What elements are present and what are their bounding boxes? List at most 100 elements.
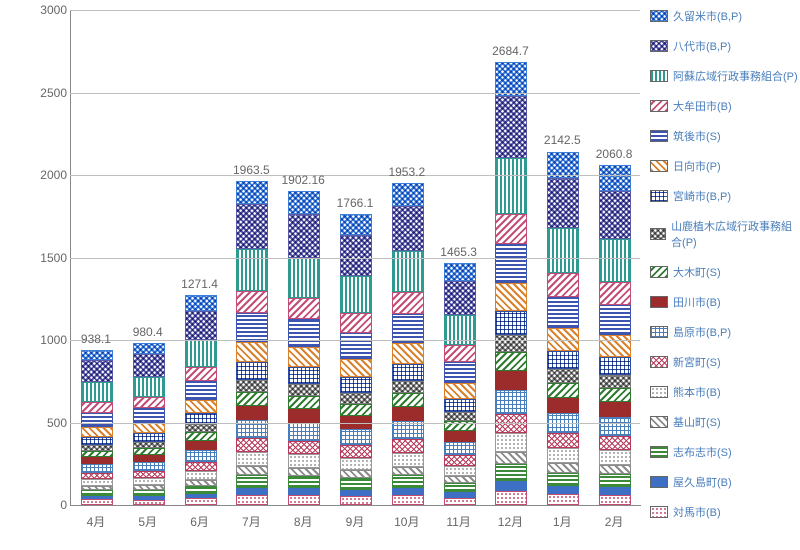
bar-segment	[133, 500, 165, 505]
legend-item: 大木町(S)	[650, 264, 800, 280]
bar-segment	[185, 480, 217, 486]
bar-segment	[547, 398, 579, 413]
bar-segment	[547, 494, 579, 505]
y-tick-label: 500	[47, 416, 67, 430]
bar-segment	[288, 384, 320, 396]
bar-segment	[133, 496, 165, 500]
legend-item: 志布志市(S)	[650, 444, 800, 460]
bar-segment	[81, 382, 113, 402]
gridline	[70, 10, 640, 11]
bar-segment	[288, 319, 320, 347]
legend-item: 対馬市(B)	[650, 504, 800, 520]
bar-segment	[392, 407, 424, 421]
legend-item: 屋久島町(B)	[650, 474, 800, 490]
bar-segment	[185, 471, 217, 480]
legend-label: 島原市(B,P)	[673, 324, 731, 340]
bar-segment	[495, 214, 527, 244]
gridline	[70, 423, 640, 424]
bar-segment	[444, 263, 476, 281]
bar-segment	[185, 498, 217, 505]
legend-item: 筑後市(S)	[650, 128, 800, 144]
bar-segment	[340, 470, 372, 478]
bar-segment	[599, 450, 631, 465]
bar-segment	[185, 295, 217, 311]
bar-segment	[288, 298, 320, 320]
bar-segment	[340, 404, 372, 417]
bar-segment	[185, 311, 217, 340]
bar-segment	[236, 406, 268, 420]
legend-swatch	[650, 296, 668, 308]
bar-segment	[340, 214, 372, 235]
bar-segment	[495, 390, 527, 415]
legend-swatch	[650, 446, 668, 458]
legend-item: 島原市(B,P)	[650, 324, 800, 340]
bar-segment	[340, 429, 372, 445]
bar-segment	[340, 445, 372, 458]
bar-total-label: 2142.5	[544, 133, 581, 147]
legend-label: 日向市(P)	[673, 158, 721, 174]
bar-segment	[495, 452, 527, 464]
bar	[547, 152, 579, 506]
x-tick-label: 2月	[605, 513, 624, 530]
bar-segment	[495, 352, 527, 371]
bar-segment	[133, 448, 165, 455]
bar-segment	[236, 452, 268, 466]
bar-total-label: 938.1	[81, 332, 111, 346]
bar-segment	[340, 393, 372, 404]
legend-swatch	[650, 70, 668, 82]
bar-segment	[185, 367, 217, 382]
bar-segment	[444, 399, 476, 412]
legend-swatch	[650, 228, 666, 240]
bar	[236, 181, 268, 505]
x-tick-label: 7月	[242, 513, 261, 530]
bar-total-label: 2684.7	[492, 44, 529, 58]
legend-swatch	[650, 100, 668, 112]
bar-segment	[599, 474, 631, 487]
legend-item: 日向市(P)	[650, 158, 800, 174]
bar-segment	[81, 437, 113, 445]
legend-item: 久留米市(B,P)	[650, 8, 800, 24]
bar-segment	[288, 468, 320, 477]
bar-segment	[392, 475, 424, 487]
gridline	[70, 93, 640, 94]
bar	[495, 62, 527, 505]
bar-segment	[444, 455, 476, 465]
x-tick-label: 5月	[138, 513, 157, 530]
bar-segment	[288, 441, 320, 455]
bar-segment	[599, 487, 631, 495]
legend-label: 久留米市(B,P)	[673, 8, 742, 24]
bar-segment	[236, 438, 268, 452]
bar-segment	[444, 362, 476, 383]
x-tick-label: 12月	[498, 513, 523, 530]
bar-segment	[236, 204, 268, 249]
bar-segment	[185, 340, 217, 366]
bar-segment	[133, 442, 165, 448]
bar-segment	[495, 464, 527, 481]
bar-segment	[81, 413, 113, 427]
bar-segment	[340, 276, 372, 313]
bar-segment	[81, 360, 113, 382]
bar-segment	[547, 486, 579, 494]
x-tick-label: 11月	[446, 513, 470, 530]
bar-segment	[392, 292, 424, 314]
bar-segment	[392, 364, 424, 381]
y-tick-label: 2000	[40, 168, 67, 182]
bar-segment	[444, 383, 476, 398]
bar-segment	[392, 381, 424, 393]
bar-segment	[599, 465, 631, 474]
bar-segment	[236, 362, 268, 379]
x-tick-label: 1月	[553, 513, 572, 530]
bar	[81, 350, 113, 505]
y-tick-label: 1500	[40, 251, 67, 265]
gridline	[70, 340, 640, 341]
bar-segment	[81, 445, 113, 451]
bar-segment	[495, 371, 527, 390]
bar-segment	[133, 423, 165, 433]
bar-segment	[133, 485, 165, 490]
bar-segment	[547, 433, 579, 448]
bar-segment	[81, 464, 113, 473]
bar-segment	[547, 228, 579, 273]
bar-segment	[495, 158, 527, 214]
bar-segment	[392, 343, 424, 363]
bar-segment	[444, 492, 476, 498]
